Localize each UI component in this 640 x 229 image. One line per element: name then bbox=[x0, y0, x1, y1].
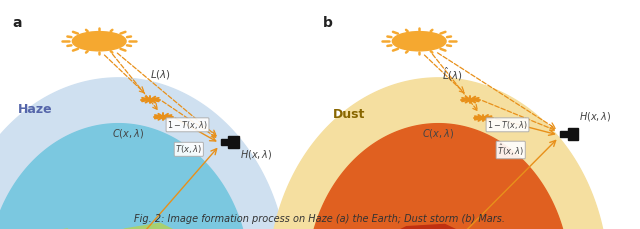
Text: $H(x,\lambda)$: $H(x,\lambda)$ bbox=[240, 148, 273, 161]
Text: b: b bbox=[323, 16, 333, 30]
Circle shape bbox=[392, 32, 446, 51]
Bar bbox=[568, 128, 578, 140]
Polygon shape bbox=[307, 124, 570, 229]
Text: $1-T(x,\lambda)$: $1-T(x,\lambda)$ bbox=[167, 119, 208, 131]
Text: $\hat{T}(x,\lambda)$: $\hat{T}(x,\lambda)$ bbox=[497, 142, 524, 158]
Polygon shape bbox=[374, 224, 464, 229]
Polygon shape bbox=[0, 124, 250, 229]
Text: $C(x,\lambda)$: $C(x,\lambda)$ bbox=[112, 128, 144, 140]
Circle shape bbox=[72, 32, 126, 51]
Bar bbox=[228, 136, 239, 148]
Text: $\hat{L}(\lambda)$: $\hat{L}(\lambda)$ bbox=[442, 66, 463, 83]
Text: $T(x,\lambda)$: $T(x,\lambda)$ bbox=[175, 143, 202, 155]
Bar bbox=[221, 139, 228, 145]
Text: $1-T(x,\lambda)$: $1-T(x,\lambda)$ bbox=[487, 119, 528, 131]
Text: Dust: Dust bbox=[333, 108, 365, 121]
Text: $L(\lambda)$: $L(\lambda)$ bbox=[150, 68, 172, 81]
Text: $C(x,\lambda)$: $C(x,\lambda)$ bbox=[422, 128, 454, 140]
Text: $H(x,\lambda)$: $H(x,\lambda)$ bbox=[579, 110, 612, 123]
Polygon shape bbox=[93, 223, 176, 229]
Bar bbox=[560, 131, 568, 137]
Text: Haze: Haze bbox=[18, 104, 52, 116]
Text: a: a bbox=[13, 16, 22, 30]
Text: Fig. 2: Image formation process on Haze (a) the Earth; Dust storm (b) Mars.: Fig. 2: Image formation process on Haze … bbox=[134, 214, 506, 224]
Polygon shape bbox=[269, 78, 608, 229]
Polygon shape bbox=[0, 78, 288, 229]
